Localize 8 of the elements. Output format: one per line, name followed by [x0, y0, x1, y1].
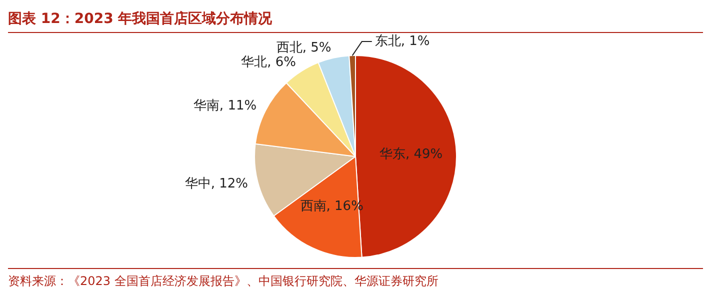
chart-title: 图表 12：2023 年我国首店区域分布情况 — [8, 8, 703, 33]
slice-label: 华北, 6% — [241, 55, 296, 70]
slice-label: 东北, 1% — [374, 34, 430, 49]
text: 资料来源：《2023 全国首店经济发展报告》、中国银行研究院、华源证券研究所 — [8, 268, 703, 290]
slice-label: 华中, 12% — [184, 176, 248, 192]
slice-label: 华南, 11% — [193, 98, 257, 114]
slice-label: 西北, 5% — [276, 40, 332, 56]
slice-label: 华东, 49% — [379, 147, 443, 162]
